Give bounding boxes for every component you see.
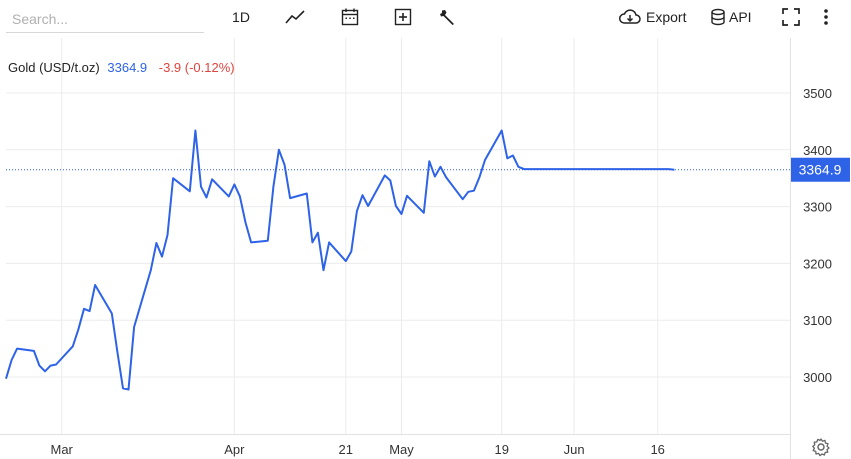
api-button[interactable]: API: [710, 4, 756, 30]
gold-price-line: [5, 129, 675, 391]
last-price-tag: [791, 157, 850, 182]
settings-tools-button[interactable]: [436, 4, 460, 30]
y-tick-label: 3100: [803, 313, 832, 328]
last-price-label: 3364.9: [799, 162, 842, 178]
y-tick-label: 3500: [803, 86, 832, 101]
current-price: 3364.9: [107, 60, 148, 75]
y-tick-label: 3000: [803, 370, 832, 385]
toolbar: 1D Exp: [0, 0, 851, 36]
chart-type-button[interactable]: [282, 4, 308, 30]
interval-button[interactable]: 1D: [226, 4, 256, 30]
fullscreen-icon: [782, 8, 800, 26]
database-icon: [711, 8, 725, 26]
wrench-icon: [440, 10, 454, 25]
plus-box-icon: [394, 8, 412, 26]
more-menu-button[interactable]: [816, 4, 836, 30]
y-tick-label: 3300: [803, 200, 832, 215]
interval-label: 1D: [232, 9, 250, 25]
date-range-button[interactable]: [338, 4, 362, 30]
chart-legend: Gold (USD/t.oz) 3364.9 -3.9 (-0.12%): [8, 60, 235, 75]
x-tick-label: 21: [339, 442, 353, 457]
fullscreen-button[interactable]: [778, 4, 804, 30]
gear-icon[interactable]: [811, 437, 831, 457]
x-tick-label: 16: [650, 442, 664, 457]
export-button[interactable]: Export: [618, 4, 692, 30]
y-tick-label: 3400: [803, 143, 832, 158]
x-tick-label: Jun: [564, 442, 585, 457]
export-label: Export: [646, 9, 687, 25]
search-input[interactable]: [6, 6, 204, 33]
api-label: API: [729, 9, 752, 25]
add-indicator-button[interactable]: [391, 4, 415, 30]
calendar-icon: [341, 8, 359, 26]
symbol-name: Gold (USD/t.oz): [8, 60, 100, 75]
more-vertical-icon: [824, 9, 828, 25]
y-tick-label: 3200: [803, 256, 832, 271]
line-chart-icon: [285, 10, 305, 24]
x-tick-label: Apr: [224, 442, 245, 457]
x-tick-label: 19: [494, 442, 508, 457]
cloud-download-icon: [619, 9, 641, 24]
x-tick-label: Mar: [51, 442, 74, 457]
x-tick-label: May: [389, 442, 414, 457]
price-change: -3.9 (-0.12%): [158, 60, 235, 75]
